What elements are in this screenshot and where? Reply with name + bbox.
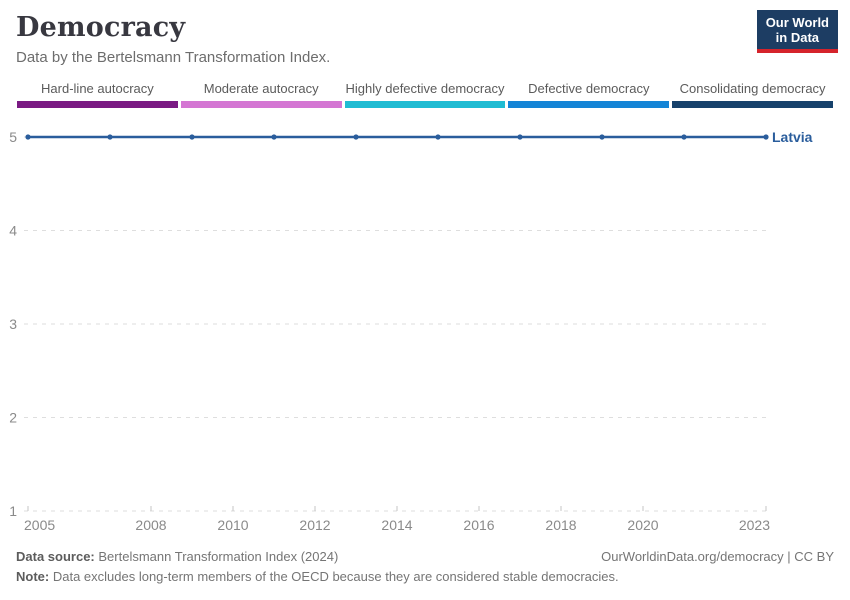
svg-text:2014: 2014: [381, 517, 412, 533]
series-entity-label[interactable]: Latvia: [772, 129, 813, 145]
svg-text:2005: 2005: [24, 517, 55, 533]
legend-item-label: Highly defective democracy: [345, 81, 505, 96]
data-source-label: Data source:: [16, 549, 95, 564]
legend-item-moderate-autocracy[interactable]: Moderate autocracy: [180, 81, 342, 108]
legend-color-bar: [344, 101, 506, 108]
footer-source-row: Data source: Bertelsmann Transformation …: [16, 547, 834, 567]
data-point[interactable]: [517, 134, 523, 140]
svg-text:2023: 2023: [739, 517, 770, 533]
x-axis-labels: 2005 2008 2010 2012 2014 2016 2018 2020 2023: [24, 517, 770, 533]
svg-text:2020: 2020: [627, 517, 658, 533]
data-point[interactable]: [599, 134, 605, 140]
data-point[interactable]: [763, 134, 769, 140]
legend-item-label: Defective democracy: [528, 81, 650, 96]
svg-text:5: 5: [9, 129, 17, 145]
note-label: Note:: [16, 569, 50, 584]
chart-footer: Data source: Bertelsmann Transformation …: [16, 547, 834, 587]
data-point[interactable]: [435, 134, 441, 140]
owid-logo-line2: in Data: [775, 30, 820, 45]
x-axis-ticks: [27, 506, 767, 511]
series-latvia[interactable]: Latvia: [25, 129, 813, 145]
legend-item-consolidating-democracy[interactable]: Consolidating democracy: [672, 81, 833, 108]
line-chart: 1 2 3 4 5 2005 2008 2010 2012 2014 2016 2018 2020 202…: [0, 110, 850, 555]
data-point[interactable]: [25, 134, 31, 140]
svg-text:4: 4: [9, 223, 17, 239]
legend-color-bar: [180, 101, 342, 108]
legend-item-label: Hard-line autocracy: [41, 81, 154, 96]
svg-text:2018: 2018: [545, 517, 576, 533]
svg-text:2008: 2008: [135, 517, 166, 533]
legend-item-defective-democracy[interactable]: Defective democracy: [508, 81, 670, 108]
data-source: Data source: Bertelsmann Transformation …: [16, 547, 338, 567]
svg-text:2: 2: [9, 410, 17, 426]
owid-logo-line1: Our World: [765, 15, 829, 30]
legend-item-label: Consolidating democracy: [679, 81, 826, 96]
legend-color-bar: [672, 101, 833, 108]
legend-item-hard-line-autocracy[interactable]: Hard-line autocracy: [17, 81, 178, 108]
category-color-legend: Hard-line autocracy Moderate autocracy Hig…: [17, 81, 833, 108]
svg-text:2016: 2016: [463, 517, 494, 533]
note-text: Data excludes long-term members of the O…: [52, 569, 619, 584]
y-axis-labels: 1 2 3 4 5: [9, 129, 17, 519]
data-point[interactable]: [107, 134, 113, 140]
svg-text:2010: 2010: [217, 517, 248, 533]
legend-item-highly-defective-democracy[interactable]: Highly defective democracy: [344, 81, 506, 108]
svg-text:3: 3: [9, 316, 17, 332]
owid-logo[interactable]: Our World in Data: [756, 10, 838, 53]
chart-header: Democracy Data by the Bertelsmann Transf…: [16, 12, 834, 66]
footer-note-row: Note: Data excludes long-term members of…: [16, 567, 834, 587]
line-chart-svg: 1 2 3 4 5 2005 2008 2010 2012 2014 2016 2018 2020 202…: [9, 129, 813, 533]
data-point[interactable]: [189, 134, 195, 140]
page-title: Democracy: [16, 12, 186, 43]
owid-license-link[interactable]: OurWorldinData.org/democracy | CC BY: [601, 549, 834, 564]
svg-text:2012: 2012: [299, 517, 330, 533]
data-point[interactable]: [353, 134, 359, 140]
data-point[interactable]: [681, 134, 687, 140]
svg-text:1: 1: [9, 503, 17, 519]
legend-color-bar: [17, 101, 178, 108]
chart-subtitle: Data by the Bertelsmann Transformation I…: [16, 49, 331, 66]
legend-color-bar: [508, 101, 670, 108]
data-point[interactable]: [271, 134, 277, 140]
legend-item-label: Moderate autocracy: [203, 81, 319, 96]
y-gridlines: [24, 136, 770, 512]
data-source-text: Bertelsmann Transformation Index (2024): [98, 549, 339, 564]
